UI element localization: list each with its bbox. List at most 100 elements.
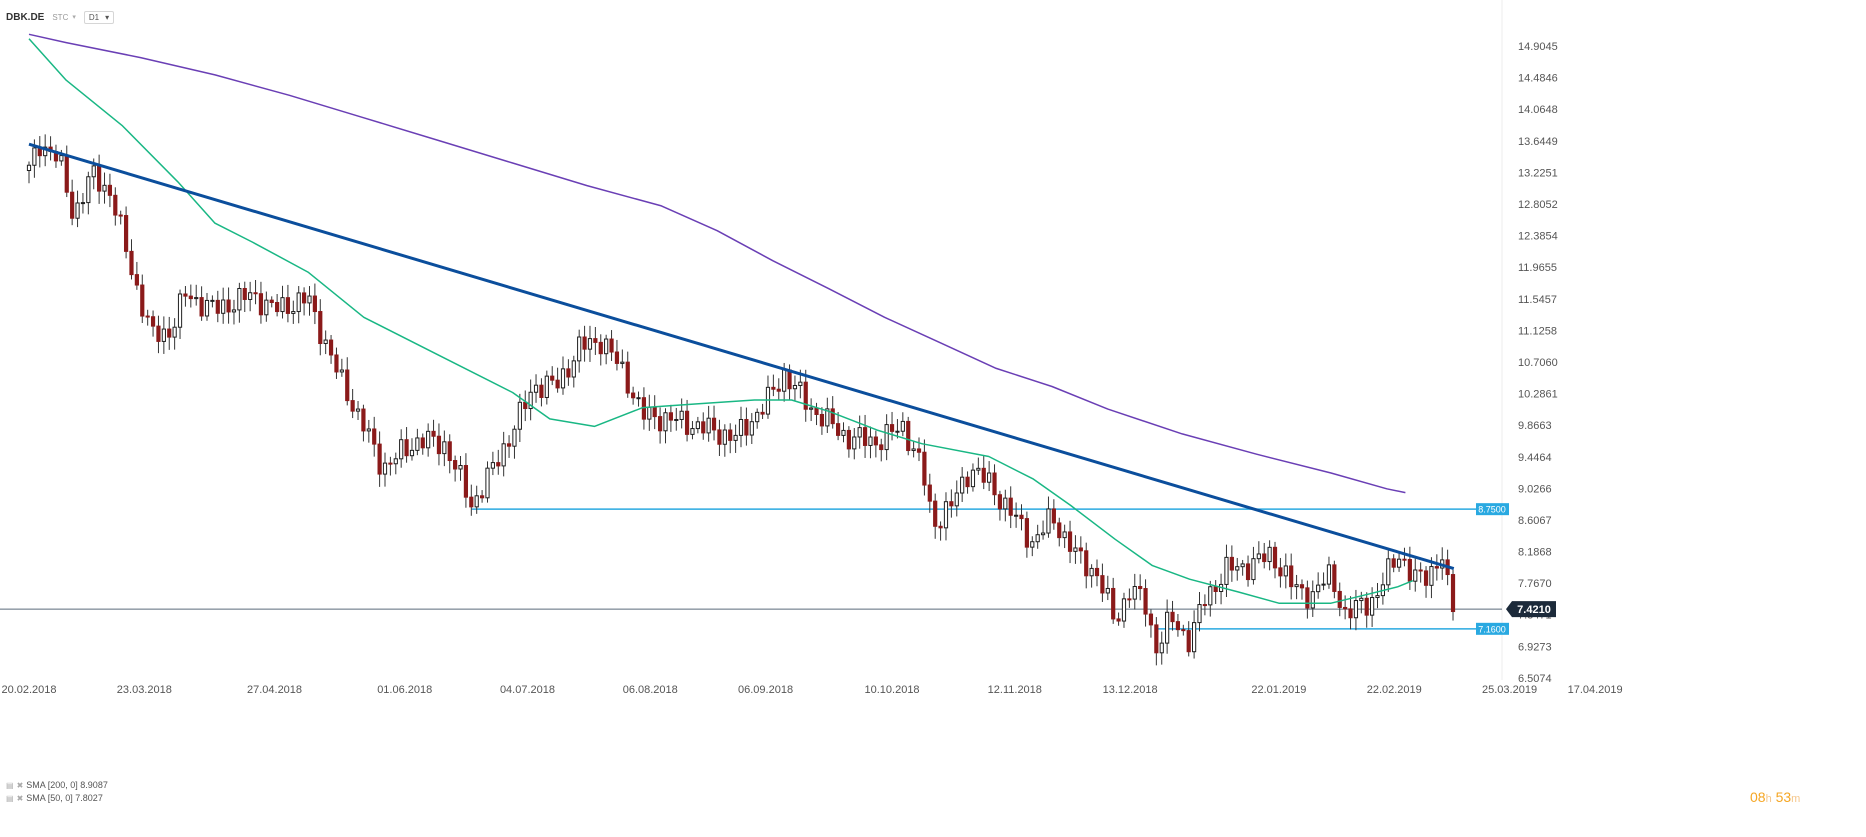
- candle-body: [1294, 584, 1299, 588]
- candle-body: [183, 293, 188, 297]
- candle-body: [571, 360, 576, 378]
- x-tick-label: 20.02.2018: [1, 684, 56, 696]
- y-tick-label: 8.6067: [1518, 515, 1552, 527]
- symbol-label[interactable]: DBK.DE: [6, 11, 45, 23]
- candle-body: [1299, 584, 1305, 589]
- candle-body: [86, 176, 91, 204]
- candle-body: [684, 410, 690, 435]
- candle-body: [463, 465, 469, 498]
- candle-body: [334, 354, 339, 373]
- timeframe-label: D1: [88, 12, 100, 22]
- candle-body: [1019, 514, 1024, 520]
- candle-body: [533, 384, 539, 393]
- candle-body: [954, 492, 959, 507]
- candle-body: [652, 406, 657, 418]
- timer-hours-unit: h: [1765, 793, 1772, 805]
- candle-body: [490, 462, 495, 469]
- candle-body: [1175, 621, 1181, 631]
- candle-body: [1138, 586, 1143, 590]
- candle-body: [593, 338, 598, 343]
- candle-body: [404, 439, 409, 457]
- candle-body: [1240, 563, 1245, 568]
- candle-body: [123, 215, 129, 252]
- level-badge: [1476, 622, 1509, 635]
- candle-body: [620, 361, 625, 364]
- timeframe-dropdown[interactable]: D1 ▾: [83, 10, 115, 24]
- candle-body: [388, 462, 393, 465]
- candle-body: [717, 429, 722, 445]
- candle-body: [1089, 567, 1094, 577]
- candle-body: [604, 338, 609, 355]
- candle-body: [1272, 546, 1278, 569]
- candle-body: [749, 421, 754, 436]
- candle-body: [43, 146, 48, 157]
- x-tick-label: 12.11.2018: [988, 684, 1042, 696]
- candle-body: [836, 423, 841, 436]
- y-tick-label: 6.9273: [1518, 641, 1552, 653]
- legend-label: SMA [50, 0] 7.8027: [26, 793, 103, 803]
- candle-body: [506, 443, 512, 447]
- candle-body: [409, 449, 415, 457]
- candle-body: [647, 406, 652, 420]
- y-tick-label: 14.4846: [1518, 73, 1558, 85]
- candle-body: [1224, 556, 1229, 585]
- candle-body: [641, 397, 647, 420]
- candle-body: [819, 413, 825, 427]
- candle-body: [1402, 558, 1407, 561]
- candle-body: [943, 501, 949, 529]
- candle-body: [399, 439, 404, 460]
- candle-body: [64, 155, 69, 193]
- remove-indicator-icon[interactable]: ✖: [16, 781, 24, 790]
- candle-body: [231, 309, 237, 313]
- candle-body: [1316, 584, 1321, 593]
- remove-indicator-icon[interactable]: ✖: [16, 794, 24, 803]
- candle-countdown: 08h 53m: [1750, 789, 1800, 805]
- candle-body: [889, 424, 895, 432]
- candle-body: [447, 441, 452, 462]
- legend-item-sma50[interactable]: ▤ ✖ SMA [50, 0] 7.8027: [6, 792, 108, 805]
- candle-body: [663, 412, 668, 432]
- candle-body: [415, 437, 420, 451]
- candle-body: [1310, 591, 1315, 609]
- candle-body: [291, 311, 296, 314]
- type-dropdown[interactable]: STC ▾: [52, 13, 76, 22]
- candle-body: [161, 328, 166, 342]
- candle-body: [733, 434, 738, 441]
- legend-item-sma200[interactable]: ▤ ✖ SMA [200, 0] 8.9087: [6, 779, 108, 792]
- candle-body: [269, 299, 274, 304]
- candle-body: [1192, 622, 1197, 653]
- candle-body: [436, 435, 442, 455]
- candle-body: [1040, 532, 1046, 536]
- candle-body: [431, 430, 436, 437]
- x-tick-label: 06.09.2018: [738, 684, 793, 696]
- candle-body: [906, 420, 911, 452]
- candle-body: [97, 165, 102, 192]
- candle-body: [862, 427, 868, 446]
- candle-body: [738, 418, 744, 436]
- x-tick-label: 10.10.2018: [865, 684, 920, 696]
- candle-body: [393, 458, 398, 465]
- indicator-settings-icon[interactable]: ▤: [6, 794, 14, 803]
- candle-body: [1170, 611, 1175, 623]
- candle-body: [1370, 597, 1375, 616]
- candle-body: [550, 375, 555, 381]
- candle-body: [695, 421, 700, 430]
- candle-body: [960, 476, 965, 494]
- candle-body: [776, 388, 781, 392]
- candle-body: [1051, 508, 1056, 524]
- candle-body: [1003, 497, 1008, 510]
- candle-body: [194, 297, 199, 300]
- candle-body: [280, 297, 285, 313]
- indicator-settings-icon[interactable]: ▤: [6, 781, 14, 790]
- candle-body: [1348, 608, 1353, 619]
- candle-body: [614, 351, 620, 364]
- candle-body: [782, 369, 787, 392]
- candle-body: [1127, 598, 1132, 601]
- candle-body: [328, 339, 334, 356]
- candle-body: [992, 472, 997, 496]
- candle-body: [803, 381, 808, 410]
- x-tick-label: 22.01.2019: [1251, 684, 1306, 696]
- candle-body: [609, 338, 614, 353]
- x-tick-label: 17.04.2019: [1568, 684, 1623, 696]
